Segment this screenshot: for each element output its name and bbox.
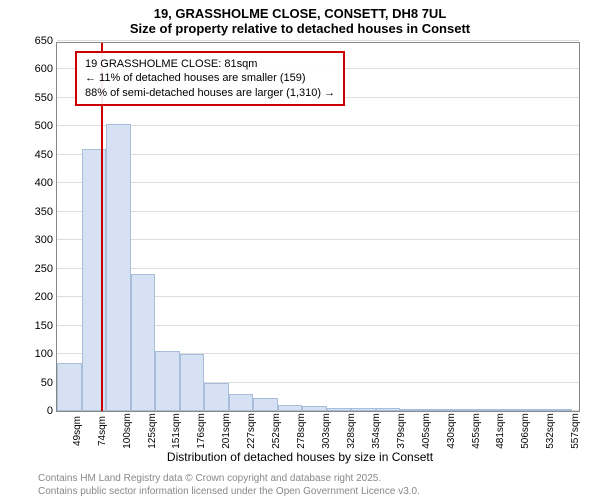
x-tick: 49sqm — [70, 416, 83, 446]
x-tick: 481sqm — [493, 413, 506, 449]
x-tick: 328sqm — [344, 413, 357, 449]
title-main: 19, GRASSHOLME CLOSE, CONSETT, DH8 7UL — [0, 0, 600, 21]
bar — [523, 409, 548, 411]
footer-line2: Contains public sector information licen… — [38, 485, 420, 498]
x-tick: 455sqm — [469, 413, 482, 449]
x-tick: 354sqm — [369, 413, 382, 449]
y-tick: 450 — [35, 149, 57, 161]
x-tick: 100sqm — [120, 413, 133, 449]
x-tick: 278sqm — [294, 413, 307, 449]
bar — [548, 409, 573, 411]
gridline — [57, 182, 579, 183]
chart-area: 0501001502002503003504004505005506006504… — [56, 42, 580, 412]
gridline — [57, 125, 579, 126]
x-tick: 125sqm — [145, 413, 158, 449]
bar — [155, 351, 180, 411]
y-tick: 200 — [35, 291, 57, 303]
bar — [302, 406, 327, 411]
x-tick: 532sqm — [543, 413, 556, 449]
bar — [131, 274, 156, 411]
footer: Contains HM Land Registry data © Crown c… — [38, 472, 420, 498]
gridline — [57, 211, 579, 212]
bar — [106, 124, 131, 411]
y-tick: 600 — [35, 63, 57, 75]
bar — [253, 398, 278, 411]
x-tick: 506sqm — [518, 413, 531, 449]
bar — [499, 409, 524, 411]
annotation-box: 19 GRASSHOLME CLOSE: 81sqm ← 11% of deta… — [75, 51, 345, 106]
y-tick: 550 — [35, 92, 57, 104]
annotation-line2: ← 11% of detached houses are smaller (15… — [85, 71, 335, 85]
x-axis-label: Distribution of detached houses by size … — [0, 450, 600, 464]
x-tick: 405sqm — [419, 413, 432, 449]
x-tick: 74sqm — [95, 416, 108, 446]
annotation-line3: 88% of semi-detached houses are larger (… — [85, 86, 335, 100]
x-tick: 151sqm — [169, 413, 182, 449]
x-tick: 176sqm — [194, 413, 207, 449]
x-tick: 303sqm — [319, 413, 332, 449]
bar — [425, 409, 450, 411]
x-tick: 252sqm — [269, 413, 282, 449]
bar — [204, 383, 229, 411]
y-tick: 650 — [35, 35, 57, 47]
x-tick: 379sqm — [394, 413, 407, 449]
x-tick: 557sqm — [568, 413, 581, 449]
x-tick: 227sqm — [244, 413, 257, 449]
y-tick: 50 — [41, 377, 57, 389]
bar — [180, 354, 205, 411]
y-tick: 300 — [35, 234, 57, 246]
y-tick: 500 — [35, 120, 57, 132]
bar — [376, 408, 401, 411]
gridline — [57, 239, 579, 240]
y-tick: 100 — [35, 348, 57, 360]
y-tick: 0 — [47, 405, 57, 417]
y-tick: 250 — [35, 263, 57, 275]
bar — [327, 408, 352, 411]
footer-line1: Contains HM Land Registry data © Crown c… — [38, 472, 420, 485]
annotation-line1: 19 GRASSHOLME CLOSE: 81sqm — [85, 57, 335, 71]
gridline — [57, 40, 579, 41]
gridline — [57, 268, 579, 269]
x-tick: 201sqm — [219, 413, 232, 449]
bar — [400, 409, 425, 411]
bar — [351, 408, 376, 411]
title-sub: Size of property relative to detached ho… — [0, 21, 600, 40]
y-tick: 150 — [35, 320, 57, 332]
y-tick: 350 — [35, 206, 57, 218]
bar — [57, 363, 82, 411]
x-tick: 430sqm — [444, 413, 457, 449]
bar — [278, 405, 303, 411]
bar — [229, 394, 254, 411]
y-tick: 400 — [35, 177, 57, 189]
bar — [450, 409, 475, 411]
bar — [474, 409, 499, 411]
gridline — [57, 154, 579, 155]
